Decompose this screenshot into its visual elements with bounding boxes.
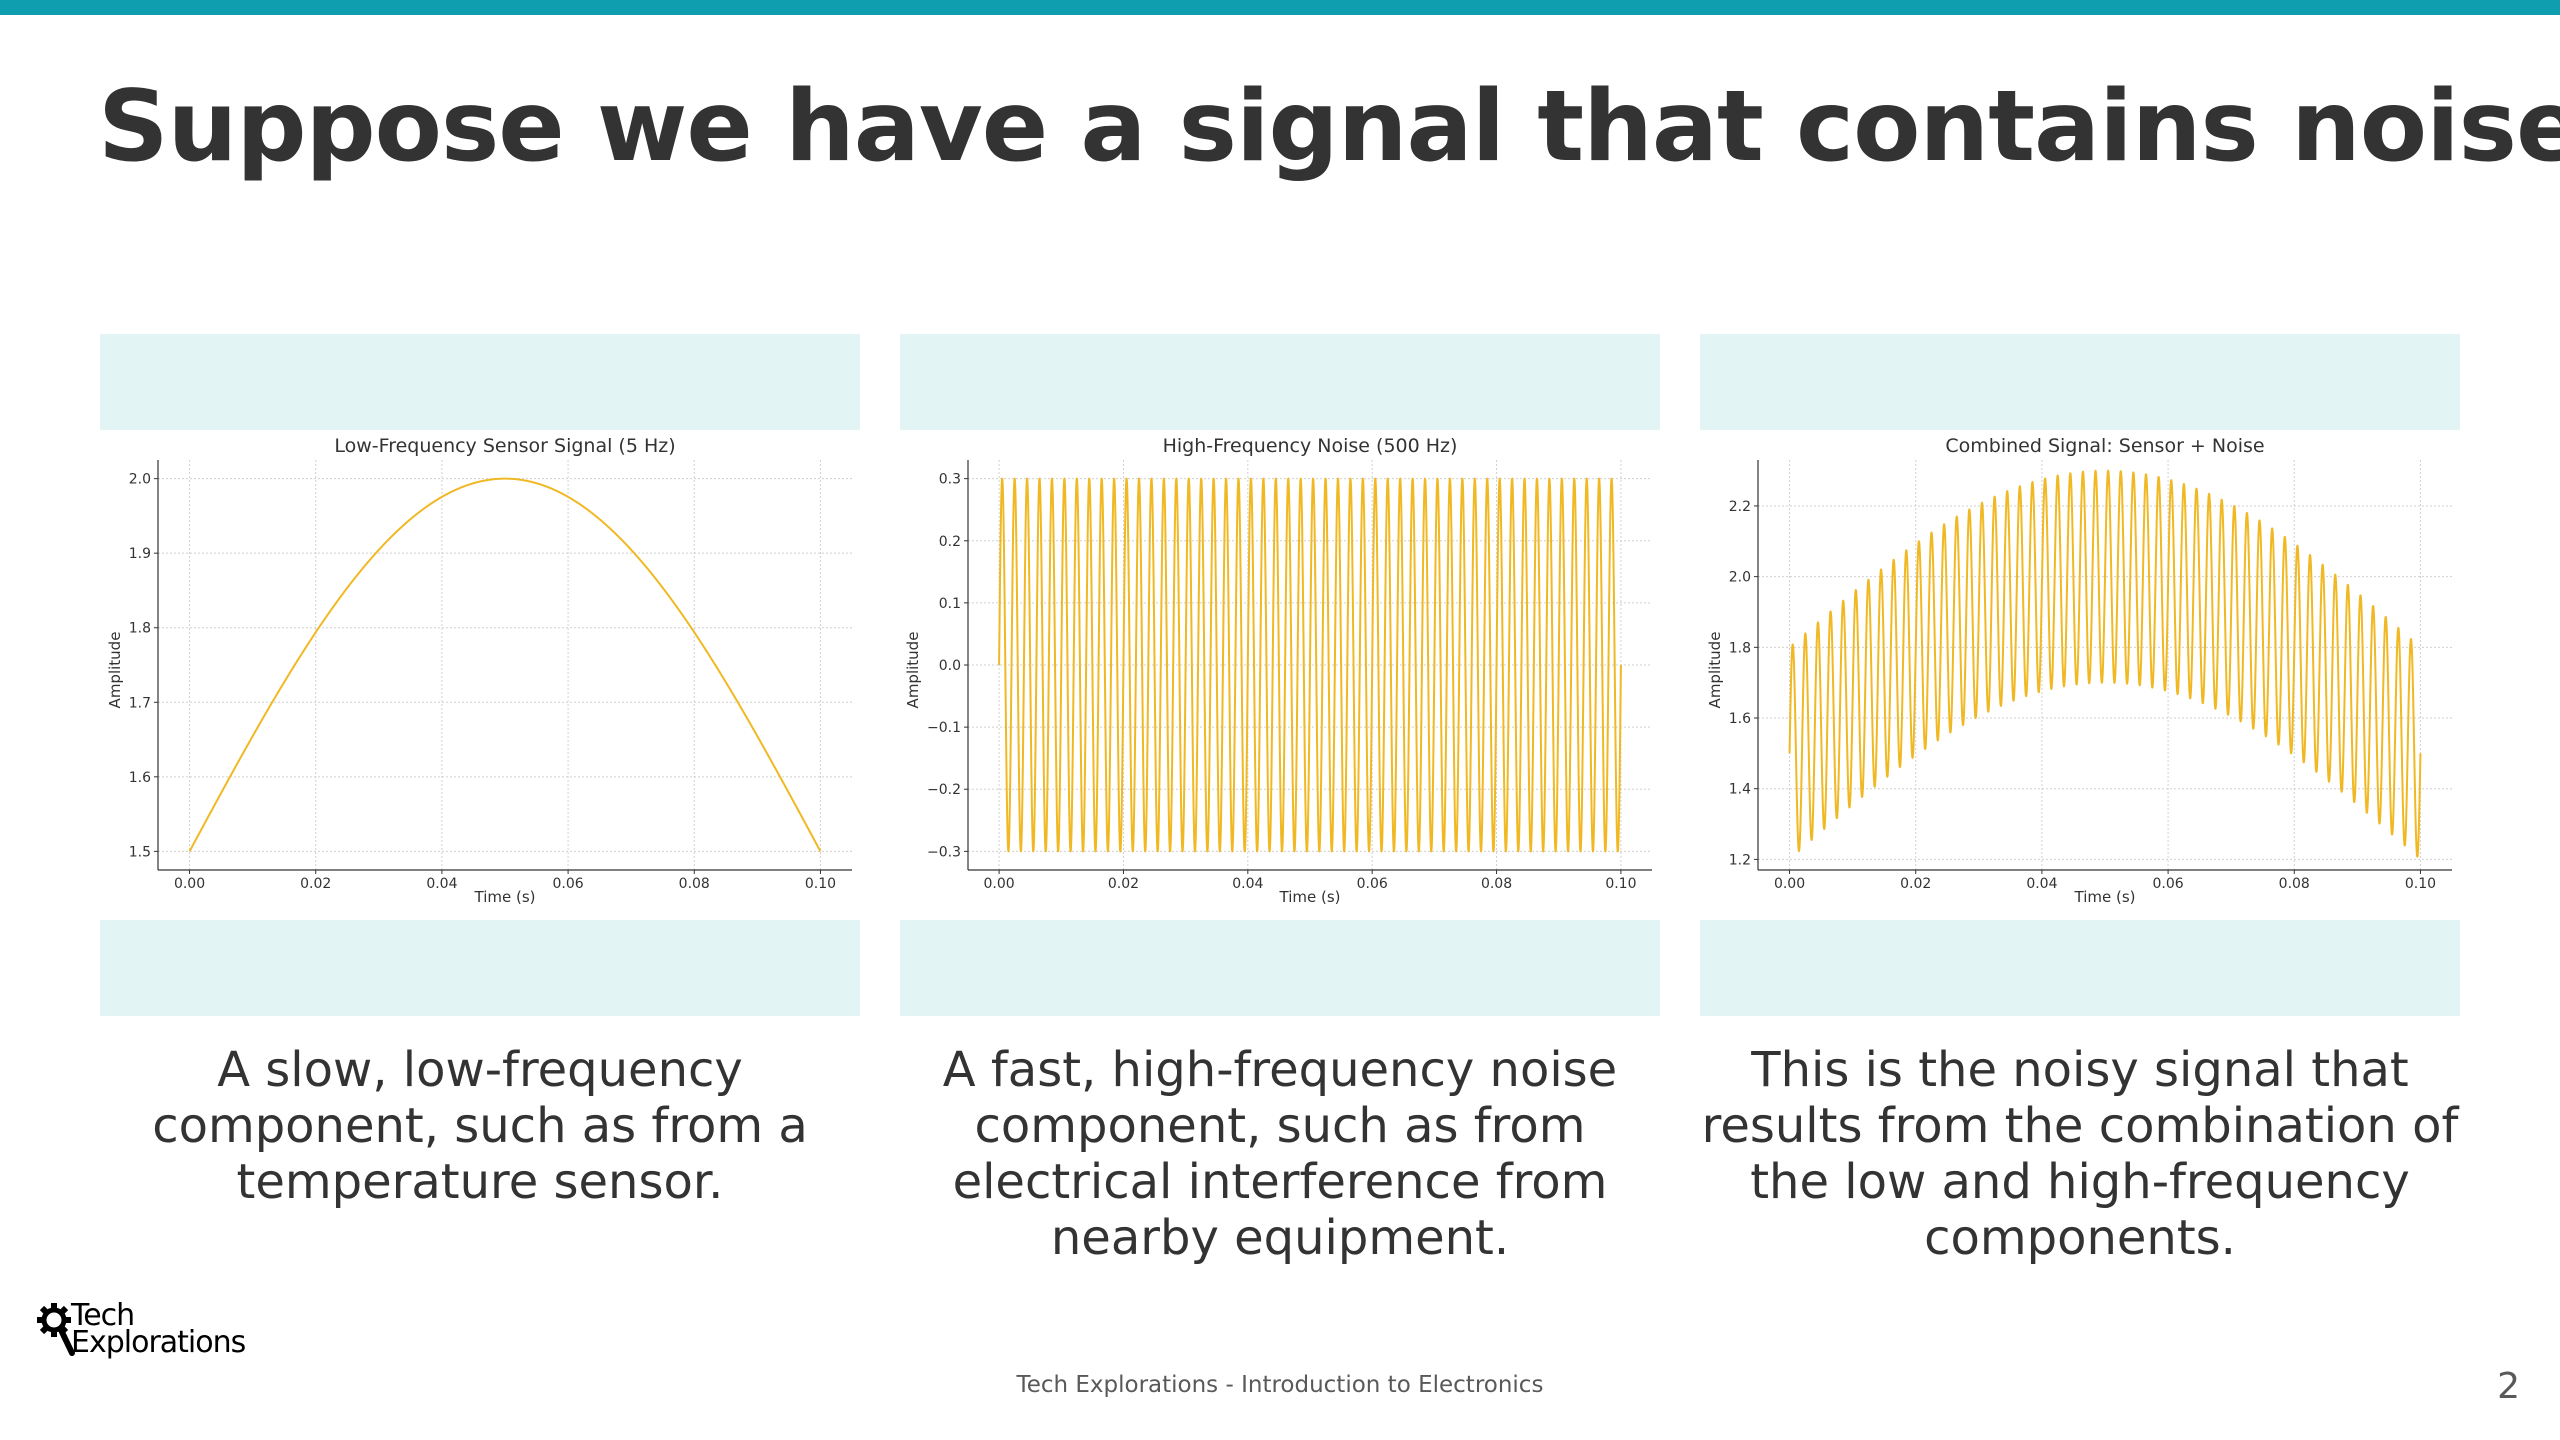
- x-tick-label: 0.08: [2279, 876, 2310, 892]
- chart-title: Low-Frequency Sensor Signal (5 Hz): [334, 435, 675, 457]
- y-tick-label: 0.2: [939, 534, 961, 550]
- chart-high-frequency: 0.00 0.02 0.04 0.06 0.08 0.10 −0.3 −0.2 −0.1 0.0 0…: [904, 435, 1652, 906]
- x-tick-label: 0.04: [426, 876, 457, 892]
- y-axis-label: Amplitude: [1706, 632, 1724, 709]
- chart-low-frequency: 0.00 0.02 0.04 0.06 0.08 0.10 1.5 1.6 1.7 1.8 1.9 2…: [106, 435, 852, 906]
- gear-magnifier-icon: [37, 1303, 75, 1356]
- y-tick-label: −0.1: [927, 720, 961, 736]
- y-tick-label: 1.2: [1729, 852, 1751, 868]
- y-tick-label: 1.6: [129, 770, 151, 786]
- x-tick-label: 0.00: [1774, 876, 1805, 892]
- x-tick-label: 0.00: [174, 876, 205, 892]
- caption-low-frequency: A slow, low-frequency component, such as…: [152, 1042, 808, 1210]
- logo-text-line1: Tech: [70, 1298, 134, 1333]
- y-tick-label: 1.4: [1729, 782, 1751, 798]
- plot-area-high-frequency: 0.00 0.02 0.04 0.06 0.08 0.10 −0.3 −0.2 −0.1 0.0 0…: [900, 430, 1660, 920]
- top-accent-bar: [0, 0, 2560, 15]
- y-tick-label: 0.0: [939, 658, 961, 674]
- x-tick-label: 0.10: [2405, 876, 2436, 892]
- y-tick-label: 0.3: [939, 472, 961, 488]
- x-tick-label: 0.02: [1900, 876, 1931, 892]
- chart-title: Combined Signal: Sensor + Noise: [1945, 435, 2264, 457]
- slide-footer: Tech Explorations - Introduction to Elec…: [1016, 1372, 1544, 1398]
- tech-explorations-logo: Tech Explorations: [34, 1298, 264, 1360]
- series-line: [188, 477, 822, 853]
- chart-panel-high-frequency: 0.00 0.02 0.04 0.06 0.08 0.10 −0.3 −0.2 −0.1 0.0 0…: [900, 334, 1660, 1016]
- x-tick-label: 0.06: [2153, 876, 2184, 892]
- x-tick-label: 0.10: [1605, 876, 1636, 892]
- x-tick-label: 0.00: [984, 876, 1015, 892]
- y-tick-label: 1.7: [129, 695, 151, 711]
- x-tick-label: 0.04: [1232, 876, 1263, 892]
- series-line: [1788, 469, 2422, 858]
- y-tick-label: 1.9: [129, 546, 151, 562]
- slide-title: Suppose we have a signal that contains n…: [98, 70, 2560, 184]
- y-tick-label: 2.2: [1729, 499, 1751, 515]
- x-tick-label: 0.08: [1481, 876, 1512, 892]
- x-tick-label: 0.06: [1357, 876, 1388, 892]
- y-tick-label: 2.0: [1729, 570, 1751, 586]
- chart-title: High-Frequency Noise (500 Hz): [1163, 435, 1458, 457]
- chart-panel-combined: 0.00 0.02 0.04 0.06 0.08 0.10 1.2 1.4 1.6 1.8 2.0 2…: [1700, 334, 2460, 1016]
- y-tick-label: 1.5: [129, 844, 151, 860]
- y-tick-label: 2.0: [129, 472, 151, 488]
- y-axis-label: Amplitude: [106, 632, 124, 709]
- x-tick-label: 0.02: [1108, 876, 1139, 892]
- caption-combined: This is the noisy signal that results fr…: [1701, 1042, 2459, 1266]
- plot-area-low-frequency: 0.00 0.02 0.04 0.06 0.08 0.10 1.5 1.6 1.7 1.8 1.9 2…: [100, 430, 860, 920]
- chart-combined: 0.00 0.02 0.04 0.06 0.08 0.10 1.2 1.4 1.6 1.8 2.0 2…: [1706, 435, 2452, 906]
- series-line: [998, 477, 1622, 853]
- x-tick-label: 0.06: [553, 876, 584, 892]
- y-tick-label: 1.8: [1729, 640, 1751, 656]
- x-tick-label: 0.02: [300, 876, 331, 892]
- page-number: 2: [2497, 1366, 2520, 1407]
- logo-text-line2: Explorations: [71, 1325, 246, 1360]
- y-tick-label: 1.6: [1729, 711, 1751, 727]
- x-tick-label: 0.10: [805, 876, 836, 892]
- x-axis-label: Time (s): [1279, 888, 1341, 906]
- x-tick-label: 0.08: [679, 876, 710, 892]
- x-axis-label: Time (s): [2074, 888, 2136, 906]
- y-tick-label: 0.1: [939, 596, 961, 612]
- plot-area-combined: 0.00 0.02 0.04 0.06 0.08 0.10 1.2 1.4 1.6 1.8 2.0 2…: [1700, 430, 2460, 920]
- chart-panel-low-frequency: 0.00 0.02 0.04 0.06 0.08 0.10 1.5 1.6 1.7 1.8 1.9 2…: [100, 334, 860, 1016]
- x-axis-label: Time (s): [474, 888, 536, 906]
- x-tick-label: 0.04: [2026, 876, 2057, 892]
- y-tick-label: 1.8: [129, 621, 151, 637]
- y-axis-label: Amplitude: [904, 632, 922, 709]
- y-tick-label: −0.2: [927, 782, 961, 798]
- caption-high-frequency: A fast, high-frequency noise component, …: [942, 1042, 1618, 1266]
- y-tick-label: −0.3: [927, 844, 961, 860]
